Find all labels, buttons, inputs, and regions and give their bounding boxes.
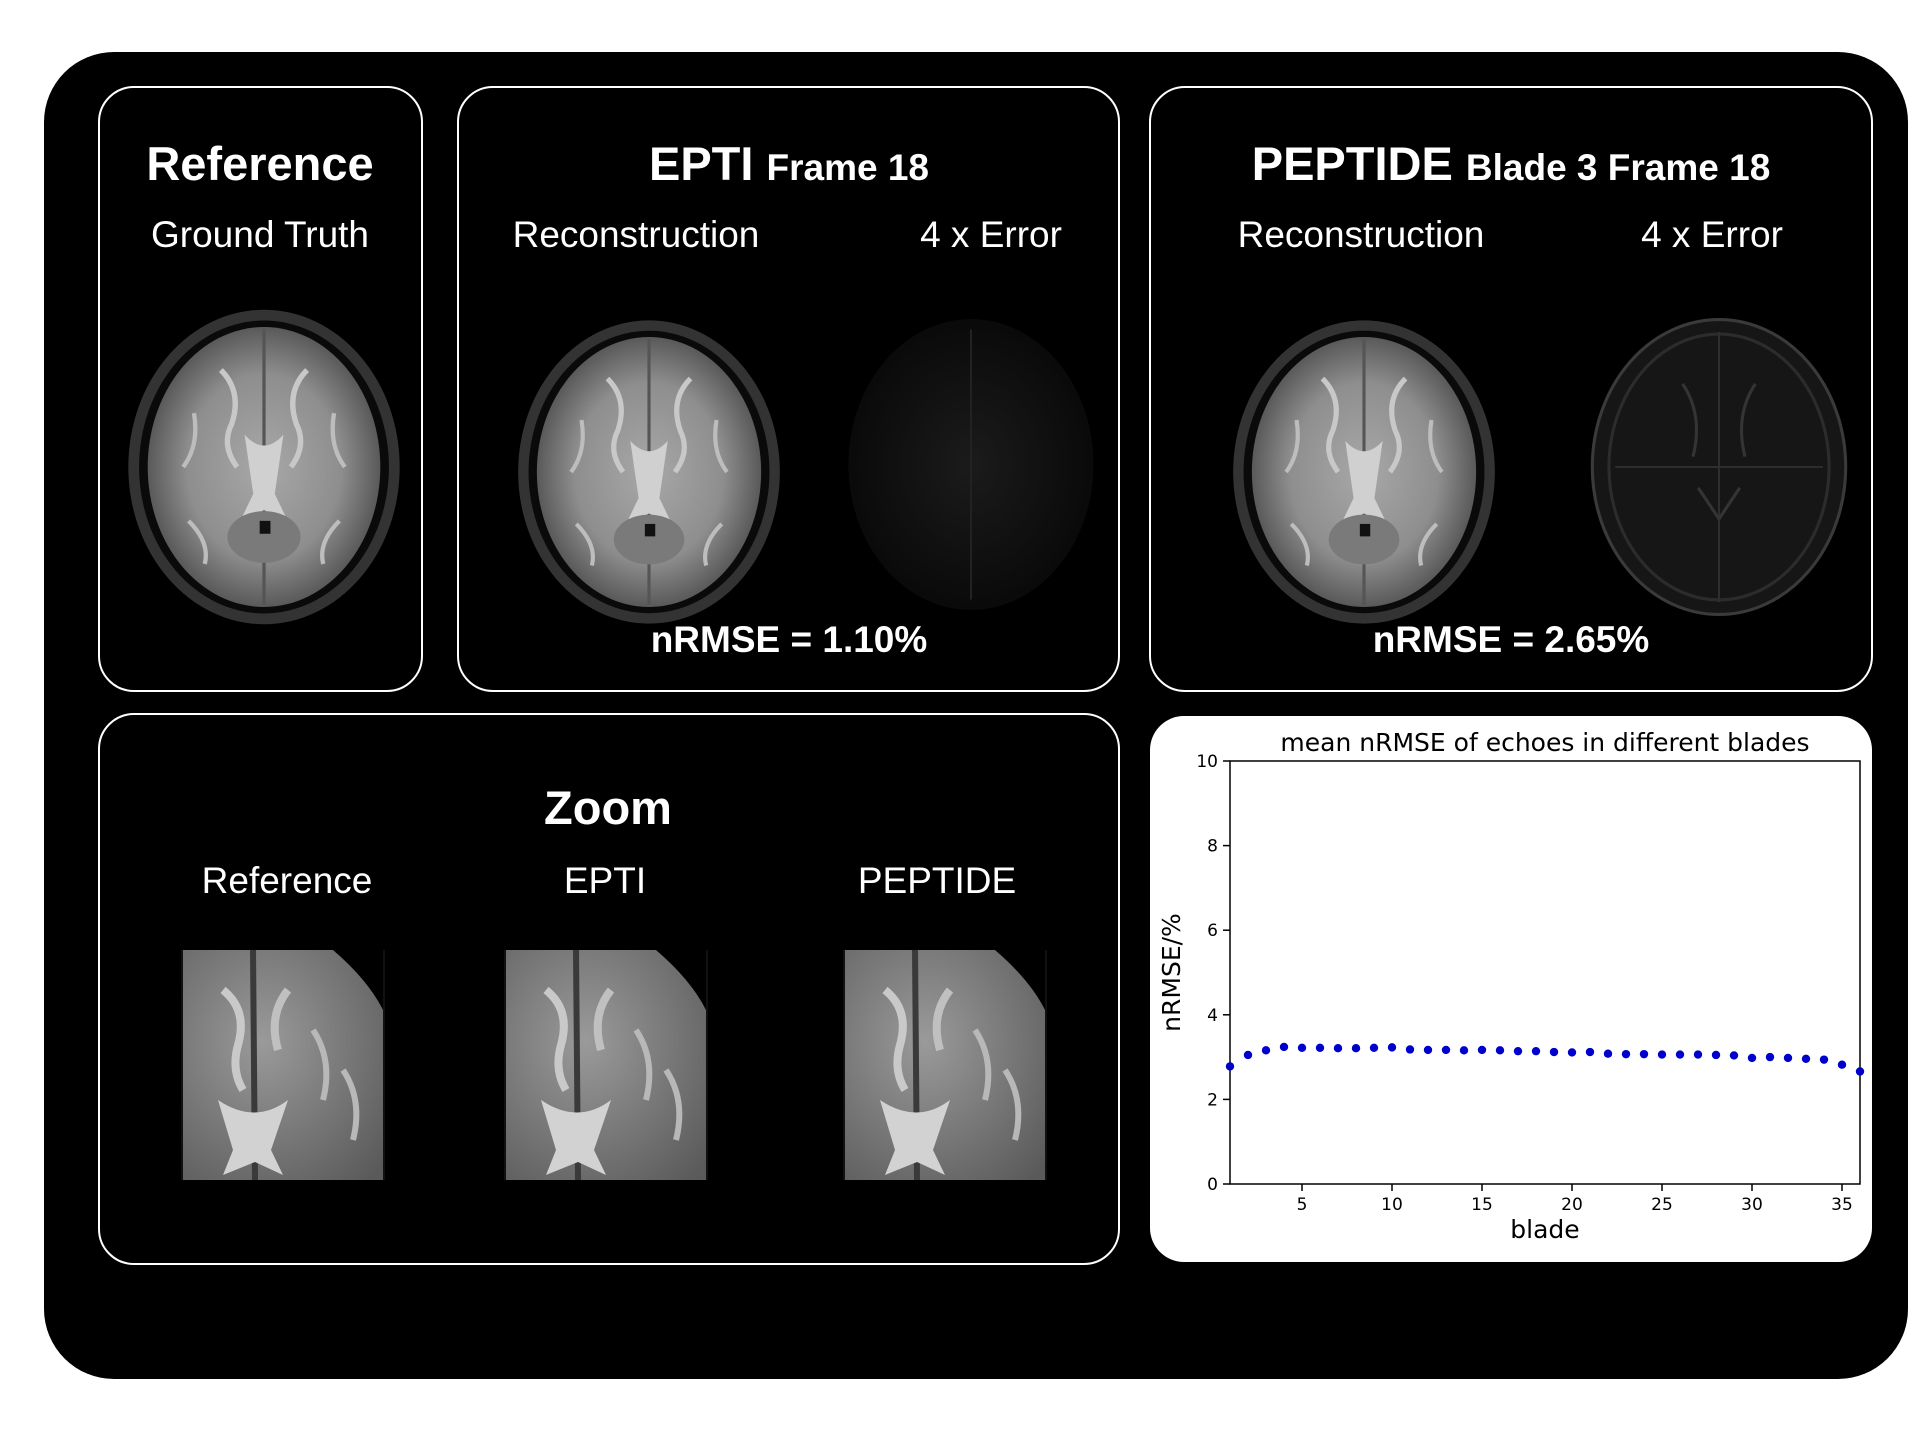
epti-error-label: 4 x Error bbox=[920, 214, 1062, 255]
zoom-reference-image bbox=[181, 950, 385, 1180]
zoom-label-epti: EPTI bbox=[563, 860, 647, 901]
data-point bbox=[1405, 1045, 1415, 1054]
data-point bbox=[1459, 1046, 1469, 1055]
ground-truth-label: Ground Truth bbox=[150, 214, 370, 255]
zoom-panel bbox=[98, 713, 1120, 1265]
x-axis-label: blade bbox=[1510, 1215, 1579, 1244]
data-point bbox=[1747, 1053, 1757, 1063]
peptide-title-suffix: Blade 3 Frame 18 bbox=[1465, 147, 1771, 188]
x-tick-label: 25 bbox=[1651, 1195, 1673, 1215]
data-point bbox=[1585, 1047, 1595, 1057]
zoom-label-reference: Reference bbox=[201, 860, 373, 901]
data-point bbox=[1351, 1044, 1361, 1053]
reference-brain-image bbox=[124, 297, 404, 637]
data-point bbox=[1549, 1047, 1559, 1057]
data-point bbox=[1261, 1046, 1271, 1055]
data-point bbox=[1531, 1046, 1541, 1056]
data-point bbox=[1441, 1045, 1451, 1055]
data-point bbox=[1621, 1049, 1631, 1059]
data-point bbox=[1225, 1062, 1235, 1071]
peptide-title-main: PEPTIDE bbox=[1251, 137, 1453, 190]
data-point bbox=[1477, 1045, 1487, 1055]
reference-panel bbox=[98, 86, 423, 692]
y-tick-label: 8 bbox=[1207, 837, 1218, 857]
peptide-error-image bbox=[1590, 317, 1848, 617]
data-point bbox=[1729, 1051, 1739, 1060]
data-point bbox=[1495, 1046, 1505, 1055]
zoom-epti-image bbox=[504, 950, 708, 1180]
y-tick-label: 4 bbox=[1207, 1006, 1218, 1026]
zoom-label-peptide: PEPTIDE bbox=[857, 860, 1017, 901]
x-tick-label: 5 bbox=[1297, 1195, 1308, 1215]
x-tick-label: 30 bbox=[1741, 1195, 1763, 1215]
peptide-title: PEPTIDE Blade 3 Frame 18 bbox=[1252, 136, 1771, 191]
figure-canvas: Reference Ground Truth EPTI Frame 18 Rec… bbox=[44, 52, 1908, 1379]
y-tick-label: 2 bbox=[1207, 1090, 1218, 1110]
data-point bbox=[1657, 1050, 1667, 1059]
zoom-title: Zoom bbox=[544, 781, 672, 834]
data-point bbox=[1711, 1050, 1721, 1060]
epti-error-image bbox=[847, 317, 1095, 612]
data-point bbox=[1387, 1043, 1397, 1052]
epti-title: EPTI Frame 18 bbox=[649, 136, 929, 191]
data-point bbox=[1567, 1048, 1577, 1057]
data-point bbox=[1279, 1042, 1289, 1052]
data-point bbox=[1783, 1053, 1793, 1063]
epti-title-main: EPTI bbox=[648, 137, 754, 190]
epti-nrmse: nRMSE = 1.10% bbox=[650, 619, 928, 660]
peptide-recon-image bbox=[1229, 307, 1499, 637]
epti-panel bbox=[457, 86, 1120, 692]
data-point bbox=[1801, 1054, 1811, 1063]
data-point bbox=[1855, 1067, 1865, 1076]
peptide-error-label: 4 x Error bbox=[1641, 214, 1783, 255]
chart-title: mean nRMSE of echoes in different blades bbox=[1280, 728, 1809, 757]
plot-area bbox=[1229, 760, 1861, 1185]
peptide-panel bbox=[1149, 86, 1873, 692]
nrmse-chart-panel: mean nRMSE of echoes in different blades… bbox=[1150, 716, 1872, 1262]
data-point bbox=[1675, 1050, 1685, 1059]
data-point bbox=[1693, 1050, 1703, 1059]
y-axis-label: nRMSE/% bbox=[1157, 913, 1186, 1032]
data-point bbox=[1837, 1060, 1847, 1069]
peptide-nrmse: nRMSE = 2.65% bbox=[1372, 619, 1650, 660]
y-tick-label: 6 bbox=[1207, 921, 1218, 941]
data-point bbox=[1603, 1049, 1613, 1058]
x-tick-label: 35 bbox=[1831, 1195, 1853, 1215]
data-point bbox=[1423, 1045, 1433, 1055]
y-tick-label: 10 bbox=[1196, 752, 1218, 772]
x-tick-label: 15 bbox=[1471, 1195, 1493, 1215]
epti-recon-label: Reconstruction bbox=[512, 214, 760, 255]
data-point bbox=[1297, 1043, 1307, 1052]
data-point bbox=[1369, 1043, 1379, 1052]
data-point bbox=[1819, 1055, 1829, 1064]
reference-title: Reference bbox=[146, 137, 374, 190]
zoom-peptide-image bbox=[843, 950, 1047, 1180]
nrmse-chart: mean nRMSE of echoes in different blades… bbox=[1157, 728, 1865, 1244]
data-point bbox=[1513, 1046, 1523, 1056]
epti-title-suffix: Frame 18 bbox=[766, 147, 930, 188]
peptide-recon-label: Reconstruction bbox=[1237, 214, 1485, 255]
data-point bbox=[1315, 1043, 1325, 1052]
x-tick-label: 20 bbox=[1561, 1195, 1583, 1215]
epti-recon-image bbox=[514, 307, 784, 637]
data-point bbox=[1333, 1044, 1343, 1053]
data-point bbox=[1765, 1052, 1775, 1062]
data-point bbox=[1243, 1050, 1253, 1060]
y-tick-label: 0 bbox=[1207, 1175, 1218, 1195]
data-point bbox=[1639, 1049, 1649, 1059]
x-tick-label: 10 bbox=[1381, 1195, 1403, 1215]
